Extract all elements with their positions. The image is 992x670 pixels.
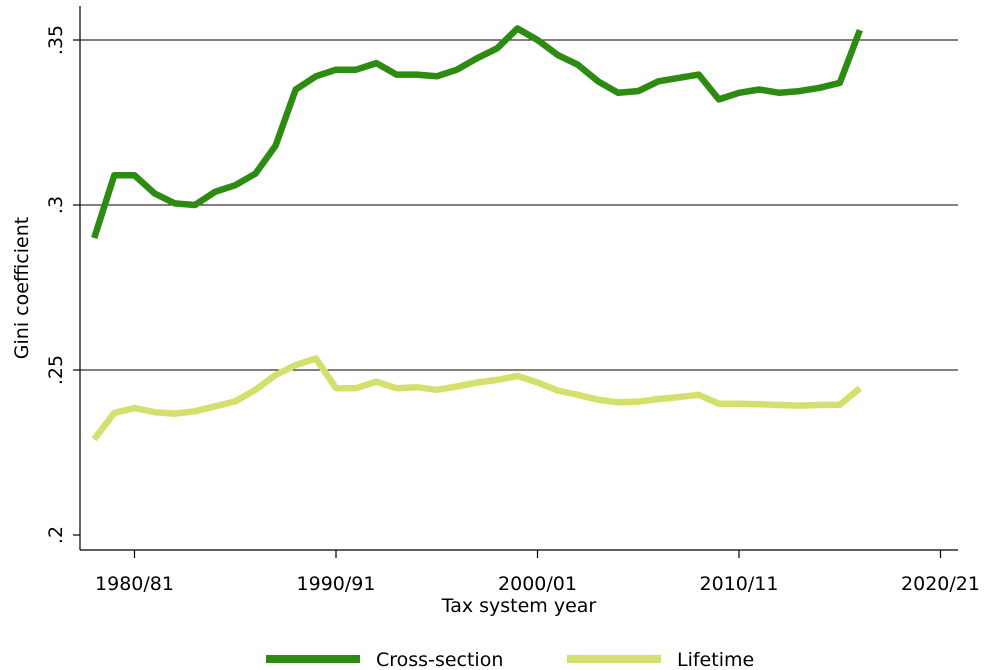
y-tick-label: .2 xyxy=(45,526,67,544)
legend-label-lifetime: Lifetime xyxy=(677,649,754,670)
x-tick-label: 2010/11 xyxy=(700,573,779,595)
series-line-cross-section xyxy=(91,25,863,239)
x-tick-label: 1980/81 xyxy=(95,573,174,595)
legend: Cross-section Lifetime xyxy=(266,649,754,670)
x-tick-label: 2000/01 xyxy=(498,573,577,595)
x-tick-label: 1990/91 xyxy=(297,573,376,595)
y-ticks: .2 .25 .3 .35 xyxy=(45,25,80,544)
y-tick-label: .3 xyxy=(45,196,67,214)
axes xyxy=(79,6,958,551)
legend-label-cross-section: Cross-section xyxy=(376,649,503,670)
x-axis-title: Tax system year xyxy=(441,595,597,617)
gridlines xyxy=(80,39,958,371)
series xyxy=(91,25,863,442)
series-line-lifetime xyxy=(91,355,862,442)
y-axis-title: Gini coefficient xyxy=(11,217,33,359)
x-tick-label: 2020/21 xyxy=(901,573,980,595)
y-tick-label: .25 xyxy=(45,355,67,385)
x-ticks: 1980/81 1990/91 2000/01 2010/11 2020/21 xyxy=(95,550,980,595)
y-tick-label: .35 xyxy=(45,25,67,55)
